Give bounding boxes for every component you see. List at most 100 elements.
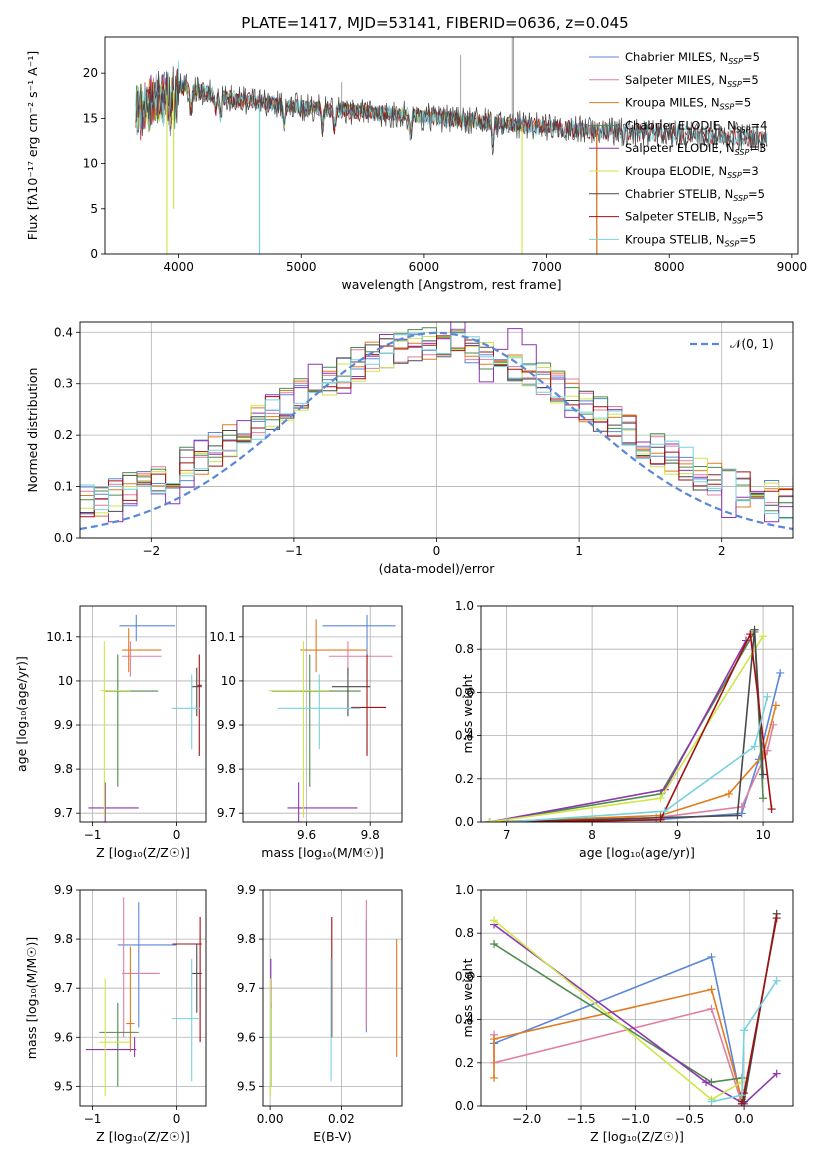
y-tick-label: 0.6 xyxy=(455,685,474,699)
spectrum-lines xyxy=(135,37,768,254)
y-tick-label: 9.5 xyxy=(54,1079,73,1093)
legend-tail: =5 xyxy=(747,210,764,224)
legend-sub: SSP xyxy=(727,80,742,89)
spectrum-line xyxy=(135,66,768,156)
legend-label: Chabrier STELIB, NSSP=5 xyxy=(625,187,765,203)
x-tick-label: 0.00 xyxy=(257,1112,284,1126)
x-tick-label: 10 xyxy=(755,828,770,842)
x-tick-label: 0.0 xyxy=(735,1112,754,1126)
x-axis-label: Z [log₁₀(Z/Z☉)] xyxy=(96,1129,190,1144)
legend-tail: =5 xyxy=(748,187,765,201)
y-tick-label: 0.1 xyxy=(54,480,73,494)
legend-label: Salpeter ELODIE, NSSP=3 xyxy=(625,141,766,157)
x-axis-label: Z [log₁₀(Z/Z☉)] xyxy=(96,845,190,860)
legend-sub: SSP xyxy=(735,148,750,157)
x-tick-label: 6000 xyxy=(409,260,440,274)
mass-vs-Z-points xyxy=(85,897,202,1097)
weight-marker xyxy=(750,625,759,634)
mass-vs-Z-frame xyxy=(79,889,207,1107)
weight-line xyxy=(741,917,778,1104)
x-tick-label: −1 xyxy=(285,544,303,558)
legend-sub: SSP xyxy=(725,239,740,248)
legend-tail: =5 xyxy=(742,73,759,87)
legend-label: Salpeter STELIB, NSSP=5 xyxy=(625,210,764,226)
weight-marker xyxy=(490,916,499,925)
y-axis-label: Normed distribution xyxy=(25,368,40,493)
legend-text: Salpeter MILES, N xyxy=(625,73,727,87)
y-tick-label: 0.0 xyxy=(54,531,73,545)
y-tick-label: 0.2 xyxy=(455,1056,474,1070)
mass-vs-ebv-frame xyxy=(262,889,403,1107)
y-tick-label: 0.2 xyxy=(54,428,73,442)
weight-line xyxy=(489,635,764,822)
weight-marker xyxy=(656,815,665,822)
x-tick-label: 1 xyxy=(575,544,583,558)
x-tick-label: 9.8 xyxy=(361,828,380,842)
weight-marker xyxy=(772,976,781,985)
y-tick-label: 20 xyxy=(83,66,98,80)
legend-text: Kroupa STELIB, N xyxy=(625,232,725,246)
weight-marker xyxy=(759,632,768,641)
histogram-series xyxy=(80,335,793,518)
y-tick-label: 9.7 xyxy=(54,981,73,995)
x-tick-label: 5000 xyxy=(286,260,317,274)
y-axis-label: age [log₁₀(age/yr)] xyxy=(14,656,29,772)
legend-tail: =5 xyxy=(739,232,756,246)
y-tick-label: 1.0 xyxy=(455,883,474,897)
weight-marker xyxy=(737,802,746,811)
legend-label: Kroupa STELIB, NSSP=5 xyxy=(625,232,756,248)
legend-tail: =3 xyxy=(742,164,759,178)
y-tick-label: 0.4 xyxy=(54,325,73,339)
y-tick-label: 9.6 xyxy=(237,1030,256,1044)
weight-line xyxy=(506,696,769,822)
weight-line xyxy=(493,943,743,1084)
y-tick-label: 9.6 xyxy=(54,1030,73,1044)
x-tick-label: 0 xyxy=(173,1112,181,1126)
weight-line xyxy=(493,988,743,1100)
weight-marker xyxy=(759,794,768,803)
normal-curve xyxy=(80,331,793,531)
y-tick-label: 0 xyxy=(90,247,98,261)
histograms xyxy=(80,322,793,531)
weight-marker xyxy=(771,701,780,710)
mw-vs-age-frame xyxy=(480,605,794,823)
weight-marker xyxy=(740,1026,749,1035)
legend-tail: =3 xyxy=(749,141,766,155)
legend-label: Kroupa ELODIE, NSSP=3 xyxy=(625,164,759,180)
age-vs-mass-axes: 9.6 9.8 9.7 9.8 9.9 10 10.1 xyxy=(209,606,402,842)
mw-vs-Z-frame xyxy=(480,889,794,1107)
weight-marker xyxy=(746,630,755,639)
weight-marker xyxy=(772,914,781,923)
residuals-frame xyxy=(79,321,794,539)
legend-label: Chabrier MILES, NSSP=5 xyxy=(625,50,760,66)
weight-line xyxy=(493,923,778,1105)
weight-marker xyxy=(724,789,733,798)
x-tick-label: 9.6 xyxy=(297,828,316,842)
weight-line xyxy=(711,980,778,1103)
mw-vs-Z-lines xyxy=(490,909,781,1106)
y-tick-label: 10 xyxy=(83,157,98,171)
y-tick-label: 0.0 xyxy=(455,1099,474,1113)
x-axis-label: E(B-V) xyxy=(313,1129,352,1144)
legend-text: Salpeter STELIB, N xyxy=(625,210,732,224)
legend-sub: SSP xyxy=(732,217,747,226)
histogram-series xyxy=(80,332,793,520)
legend-sub: SSP xyxy=(733,194,748,203)
weight-marker xyxy=(656,794,665,803)
y-tick-label: 9.7 xyxy=(54,806,73,820)
weight-marker xyxy=(660,807,669,816)
legend-sub: SSP xyxy=(728,57,743,66)
legend-label: 𝒩(0, 1) xyxy=(730,337,774,351)
weight-marker xyxy=(737,1091,746,1100)
x-tick-label: 7000 xyxy=(531,260,562,274)
y-tick-label: 9.8 xyxy=(54,932,73,946)
x-axis-label: (data-model)/error xyxy=(379,561,496,576)
legend-text: Kroupa MILES, N xyxy=(625,96,720,110)
weight-marker xyxy=(490,1035,499,1044)
age-vs-Z-points xyxy=(88,614,202,822)
weight-marker xyxy=(702,1078,711,1087)
y-axis-label: mass [log₁₀(M/M☉)] xyxy=(24,937,39,1059)
y-tick-label: 9.9 xyxy=(217,718,236,732)
legend-label: Salpeter MILES, NSSP=5 xyxy=(625,73,759,89)
